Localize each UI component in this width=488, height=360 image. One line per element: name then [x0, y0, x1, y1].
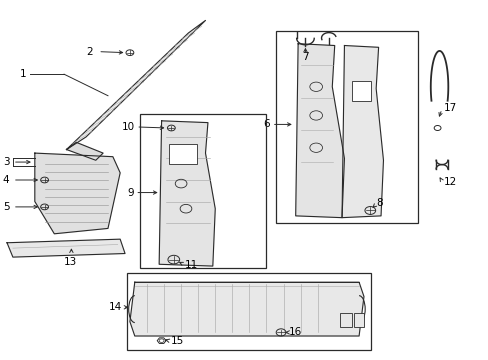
Polygon shape — [66, 142, 103, 160]
Polygon shape — [341, 45, 383, 218]
Text: 5: 5 — [3, 202, 9, 212]
Text: 12: 12 — [443, 177, 456, 187]
Text: 14: 14 — [108, 302, 122, 312]
Polygon shape — [130, 282, 363, 336]
Text: 11: 11 — [184, 260, 198, 270]
Text: 4: 4 — [3, 175, 9, 185]
Polygon shape — [66, 21, 205, 149]
Text: 16: 16 — [288, 327, 301, 337]
Bar — [353, 313, 363, 327]
Bar — [127, 273, 370, 350]
Bar — [168, 144, 197, 164]
Polygon shape — [295, 44, 344, 218]
Text: 6: 6 — [263, 120, 270, 129]
Text: 13: 13 — [63, 257, 77, 267]
Polygon shape — [35, 153, 120, 234]
Bar — [276, 31, 417, 223]
Text: 1: 1 — [20, 69, 27, 79]
Polygon shape — [7, 239, 125, 257]
Text: 10: 10 — [122, 122, 135, 132]
Text: 7: 7 — [302, 52, 308, 62]
Text: 8: 8 — [375, 198, 382, 208]
Polygon shape — [159, 121, 215, 266]
Bar — [140, 114, 266, 268]
Text: 3: 3 — [3, 157, 9, 167]
Text: 15: 15 — [170, 336, 183, 346]
Text: 9: 9 — [127, 188, 134, 198]
Bar — [351, 81, 370, 101]
Text: 17: 17 — [443, 103, 456, 113]
Bar — [339, 313, 351, 327]
Text: 2: 2 — [86, 46, 93, 57]
